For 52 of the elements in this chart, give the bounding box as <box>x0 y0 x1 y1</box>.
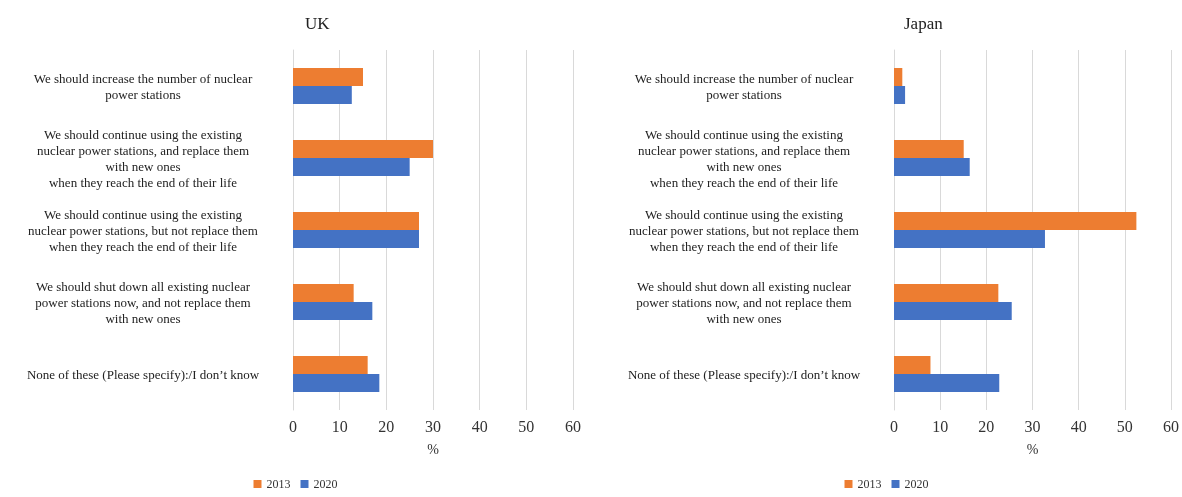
bar <box>293 140 433 158</box>
x-axis-title: % <box>427 441 440 457</box>
bar <box>293 302 373 320</box>
x-tick-label: 50 <box>1116 417 1133 435</box>
bar <box>894 140 964 158</box>
bar <box>894 374 1000 392</box>
bar <box>894 86 906 104</box>
bar <box>894 230 1045 248</box>
bar <box>293 374 380 392</box>
x-tick-label: 10 <box>331 417 348 435</box>
bar <box>894 158 970 176</box>
y-tick-label: None of these (Please specify):/I don’t know <box>26 366 260 382</box>
bar <box>293 230 419 248</box>
bar <box>293 284 354 302</box>
x-axis-title: % <box>1026 441 1039 457</box>
x-tick-label: 30 <box>1024 417 1041 435</box>
legend-label: 2020 <box>313 477 338 491</box>
legend-label: 2013 <box>857 477 882 491</box>
y-tick-label: We should shut down all existing nuclear power stations now, and not replace them with new ones <box>35 278 251 326</box>
y-tick-label: We should continue using the existing nuclear power stations, but not replace them when they reach the end of their life <box>28 206 258 254</box>
x-tick-label: 60 <box>1163 417 1179 435</box>
x-tick-label: 20 <box>978 417 995 435</box>
bar <box>293 158 410 176</box>
bar <box>894 68 903 86</box>
bar <box>293 68 363 86</box>
bar <box>894 212 1137 230</box>
x-tick-label: 60 <box>565 417 581 435</box>
bar <box>293 86 352 104</box>
y-tick-label: We should shut down all existing nuclear power stations now, and not replace them with new ones <box>636 278 852 326</box>
bar <box>293 212 419 230</box>
bar <box>894 284 999 302</box>
x-tick-label: 40 <box>1070 417 1087 435</box>
y-tick-label: We should increase the number of nuclear power stations <box>33 70 253 102</box>
y-tick-label: None of these (Please specify):/I don’t know <box>627 366 861 382</box>
chart-title: UK <box>305 14 331 33</box>
y-tick-label: We should increase the number of nuclear power stations <box>634 70 854 102</box>
legend-label: 2020 <box>904 477 929 491</box>
x-tick-label: 50 <box>518 417 535 435</box>
x-tick-label: 40 <box>471 417 488 435</box>
x-tick-label: 0 <box>890 417 898 435</box>
y-tick-label: We should continue using the existing nuclear power stations, and replace them with new ones when they reach the end of their life <box>36 126 250 190</box>
x-tick-label: 10 <box>932 417 949 435</box>
legend-label: 2013 <box>266 477 291 491</box>
x-tick-label: 0 <box>289 417 297 435</box>
chart-title: Japan <box>904 14 944 33</box>
x-tick-label: 20 <box>378 417 395 435</box>
y-tick-label: We should continue using the existing nuclear power stations, but not replace them when they reach the end of their life <box>629 206 859 254</box>
bar <box>894 356 931 374</box>
x-tick-label: 30 <box>425 417 441 435</box>
y-tick-label: We should continue using the existing nuclear power stations, and replace them with new ones when they reach the end of their life <box>637 126 851 190</box>
bar <box>293 356 368 374</box>
bar <box>894 302 1012 320</box>
